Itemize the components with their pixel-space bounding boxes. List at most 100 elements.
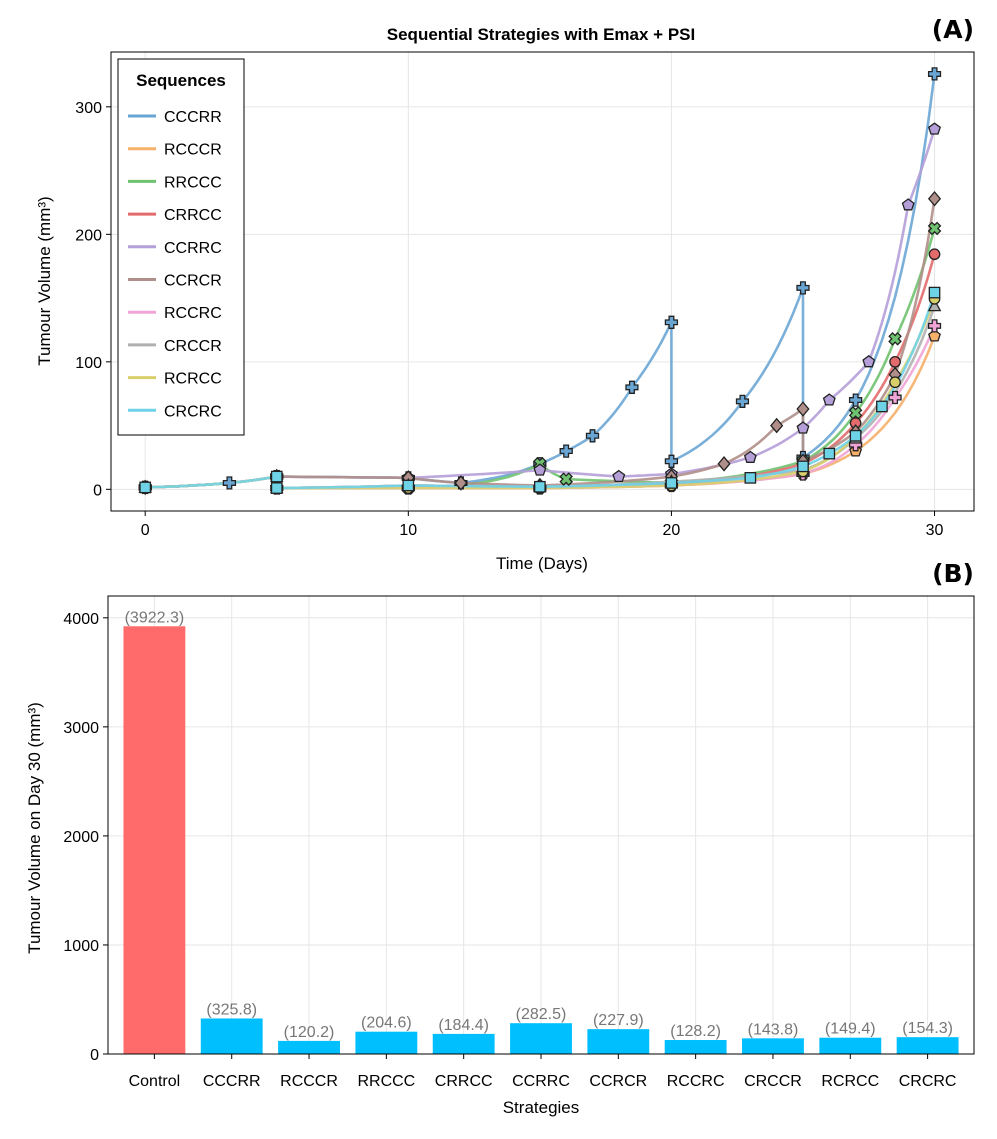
legend-entry-cccrr: CCCRR (164, 109, 222, 126)
marker-rcccr (928, 329, 941, 342)
marker-crcrc (876, 400, 888, 413)
marker-crcrc (849, 429, 862, 442)
bar-crcrc (896, 1037, 959, 1054)
marker-cccrr (585, 429, 600, 443)
marker-crrcc (928, 248, 941, 261)
bar-value-label-crrcc: (184.4) (438, 1017, 489, 1034)
bar-rcrcc (819, 1037, 882, 1054)
marker-ccrrc (743, 450, 757, 463)
panel-label-a: (A) (932, 15, 974, 44)
legend-entry-ccrrc: CCRRC (164, 240, 222, 257)
marker-rccrc (888, 390, 902, 405)
marker-ccrcr (454, 475, 468, 491)
marker-cccrr (222, 476, 237, 490)
b-y-tick-label: 2000 (63, 829, 99, 846)
series-line-cccrr (145, 73, 936, 489)
bar-control (123, 626, 186, 1054)
panel-b: (B) (3922.3) (325.8) (120.2) (204.6) (184.4)… (25, 559, 975, 1117)
marker-crcrc (823, 447, 836, 460)
bar-value-label-crcrc: (154.3) (902, 1020, 953, 1037)
a-series-lines (145, 73, 936, 490)
bar-value-label-crccr: (143.8) (748, 1021, 799, 1038)
marker-ccrrc (612, 469, 626, 483)
legend-entry-crccr: CRCCR (164, 338, 222, 355)
b-x-tick-label-crcrc: CRCRC (899, 1073, 957, 1090)
marker-rrccc (559, 472, 574, 486)
marker-crcrc (744, 471, 757, 484)
legend-entry-rccrc: RCCRC (164, 305, 222, 322)
legend-entry-rrccc: RRCCC (164, 174, 222, 191)
marker-ccrcr (927, 190, 942, 207)
marker-cccrr (796, 281, 810, 295)
bar-value-label-rcccr: (120.2) (284, 1024, 335, 1041)
bar-value-label-rrccc: (204.6) (361, 1015, 412, 1032)
bar-crccr (742, 1038, 804, 1054)
panel-label-b: (B) (932, 559, 974, 588)
a-x-axis-label: Time (Days) (496, 554, 588, 573)
panel-a: Sequential Strategies with Emax + PSI (A… (35, 15, 975, 573)
legend-title: Sequences (136, 71, 226, 90)
marker-cccrr (559, 444, 573, 458)
b-grid (108, 596, 974, 1055)
bar-value-label-cccrr: (325.8) (206, 1001, 257, 1018)
marker-ccrrc (796, 421, 810, 434)
series-line-ccrrc (145, 128, 936, 489)
bar-crrcc (432, 1033, 495, 1054)
marker-crcrc (139, 481, 152, 494)
bar-rcccr (278, 1040, 340, 1054)
bar-rccrc (664, 1040, 727, 1054)
b-x-tick-label-rcrcc: RCRCC (821, 1073, 879, 1090)
marker-crcrc (534, 480, 546, 493)
a-y-tick-label: 100 (75, 355, 102, 372)
b-x-tick-label-crccr: CRCCR (744, 1073, 802, 1090)
marker-crcrc (270, 470, 283, 483)
marker-cccrr (735, 394, 750, 408)
marker-rrccc (927, 221, 942, 236)
legend-entry-rcccr: RCCCR (164, 142, 222, 159)
a-x-tick-label: 0 (141, 522, 150, 539)
marker-rccrc (927, 319, 942, 333)
b-x-tick-label-ccrrc: CCRRC (512, 1073, 570, 1090)
marker-crcrc (270, 482, 283, 494)
bar-value-label-ccrcr: (227.9) (593, 1012, 644, 1029)
marker-ccrcr (796, 401, 810, 417)
marker-cccrr (664, 454, 679, 468)
marker-ccrrc (862, 354, 876, 368)
b-x-tick-label-cccrr: CCCRR (203, 1073, 261, 1090)
bar-rrccc (355, 1031, 418, 1054)
a-series-markers (138, 67, 942, 496)
a-y-tick-label: 200 (75, 227, 102, 244)
marker-cccrr (664, 315, 679, 329)
a-y-axis-label: Tumour Volume (mm³) (35, 196, 54, 365)
legend: Sequences CCCRR RCCCR RRCCC CRRCC CCRRC CCRCR… (117, 58, 245, 436)
b-y-tick-label: 0 (90, 1047, 99, 1064)
bar-cccrr (200, 1018, 263, 1054)
marker-rrccc (888, 332, 902, 346)
bar-value-label-ccrrc: (282.5) (516, 1006, 567, 1023)
marker-ccrrc (928, 122, 941, 135)
b-x-tick-label-ccrcr: CCRCR (589, 1073, 647, 1090)
marker-crcrc (402, 479, 415, 492)
b-x-tick-label-control: Control (129, 1073, 181, 1090)
legend-entry-rcrcc: RCRCC (164, 371, 222, 388)
legend-entry-ccrcr: CCRCR (164, 273, 222, 290)
marker-ccrcr (770, 417, 784, 434)
b-x-tick-label-crrcc: CRRCC (435, 1073, 493, 1090)
marker-ccrcr (717, 456, 731, 472)
marker-ccrrc (822, 393, 836, 406)
a-y-tick-label: 300 (75, 100, 102, 117)
marker-cccrr (625, 380, 639, 394)
marker-cccrr (927, 67, 942, 81)
b-bars: (3922.3) (325.8) (120.2) (204.6) (184.4) (282… (123, 609, 959, 1054)
chart-title: Sequential Strategies with Emax + PSI (387, 25, 695, 44)
marker-ccrrc (901, 198, 915, 211)
bar-value-label-control: (3922.3) (125, 609, 185, 626)
marker-crcrc (928, 286, 941, 299)
a-x-tick-label: 20 (663, 522, 681, 539)
a-x-tick-label: 10 (399, 522, 417, 539)
b-y-tick-label: 1000 (63, 938, 99, 955)
bar-ccrcr (587, 1029, 650, 1054)
marker-rcrcc (889, 376, 901, 389)
bar-value-label-rcrcc: (149.4) (825, 1021, 876, 1038)
